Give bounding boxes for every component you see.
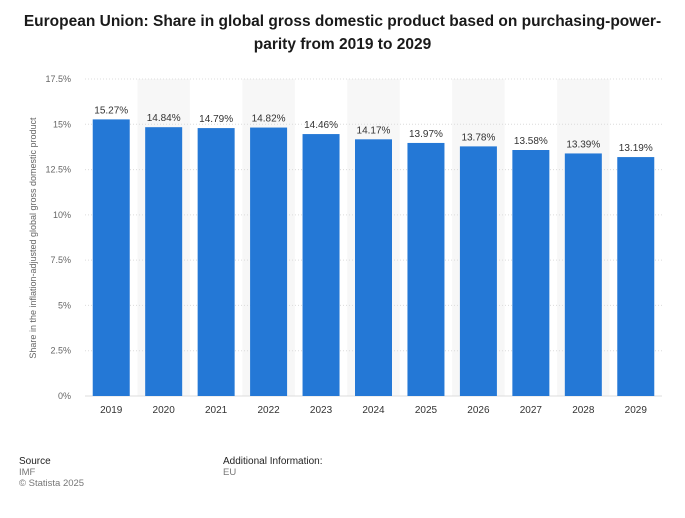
y-axis-label: Share in the inflation-adjusted global g… <box>28 117 38 359</box>
y-tick-label: 17.5% <box>45 74 71 84</box>
bars <box>92 119 655 397</box>
additional-info-line: EU <box>223 467 237 478</box>
y-tick-label: 15% <box>53 119 71 129</box>
bar[interactable] <box>250 127 288 396</box>
x-tick-label: 2021 <box>205 405 228 416</box>
source-block: Source IMF © Statista 2025 <box>19 456 84 489</box>
chart-title: European Union: Share in global gross do… <box>23 13 662 53</box>
value-label: 14.82% <box>252 114 286 125</box>
value-label: 13.78% <box>461 132 495 143</box>
value-label: 15.27% <box>94 105 128 116</box>
additional-info-heading: Additional Information: <box>223 456 323 467</box>
source-line: IMF <box>19 467 36 478</box>
x-tick-label: 2027 <box>520 405 543 416</box>
value-label: 13.97% <box>409 129 443 140</box>
bar-chart: 0% 2.5% 5% 7.5% 10% 12.5% 15% 17.5% 15.27% 14.84… <box>28 74 662 416</box>
x-tick-label: 2023 <box>310 405 333 416</box>
y-tick-label: 10% <box>53 210 71 220</box>
bar[interactable] <box>145 127 183 397</box>
x-tick-label: 2026 <box>467 405 490 416</box>
x-tick-label: 2028 <box>572 405 595 416</box>
bar[interactable] <box>459 146 497 396</box>
x-tick-label: 2024 <box>362 405 385 416</box>
value-labels: 15.27% 14.84% 14.79% 14.82% 14.46% 14.17% 13.9… <box>94 105 653 154</box>
y-tick-label: 7.5% <box>50 255 71 265</box>
y-tick-label: 5% <box>58 300 71 310</box>
x-tick-label: 2022 <box>257 405 280 416</box>
x-tick-label: 2020 <box>153 405 176 416</box>
x-axis-ticks: 2019 2020 2021 2022 2023 2024 2025 2026 2027 2028… <box>100 405 647 416</box>
y-axis-ticks: 0% 2.5% 5% 7.5% 10% 12.5% 15% 17.5% <box>45 74 71 401</box>
bar[interactable] <box>92 119 130 396</box>
bar[interactable] <box>407 142 445 396</box>
additional-info-block: Additional Information: EU <box>223 456 323 478</box>
value-label: 14.46% <box>304 120 338 131</box>
bar[interactable] <box>564 153 602 396</box>
value-label: 14.84% <box>147 113 181 124</box>
y-tick-label: 0% <box>58 391 71 401</box>
bar[interactable] <box>512 150 550 396</box>
x-tick-label: 2029 <box>625 405 648 416</box>
x-tick-label: 2025 <box>415 405 438 416</box>
bar[interactable] <box>197 128 235 396</box>
value-label: 14.17% <box>357 125 391 136</box>
source-heading: Source <box>19 456 51 467</box>
y-tick-label: 12.5% <box>45 165 71 175</box>
value-label: 13.19% <box>619 143 653 154</box>
x-tick-label: 2019 <box>100 405 123 416</box>
value-label: 13.58% <box>514 136 548 147</box>
bar[interactable] <box>302 134 340 396</box>
bar[interactable] <box>355 139 392 397</box>
copyright-line: © Statista 2025 <box>19 478 85 489</box>
y-tick-label: 2.5% <box>50 346 71 356</box>
value-label: 13.39% <box>566 139 600 150</box>
bar[interactable] <box>617 157 655 396</box>
value-label: 14.79% <box>199 114 233 125</box>
